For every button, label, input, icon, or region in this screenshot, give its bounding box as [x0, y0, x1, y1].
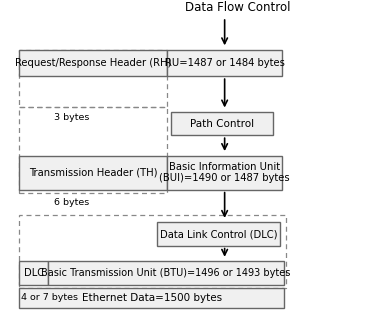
Bar [19, 288, 284, 308]
Bar [48, 261, 284, 285]
Bar [167, 50, 282, 76]
Bar [19, 107, 167, 193]
Bar [19, 215, 286, 288]
Text: Request/Response Header (RH): Request/Response Header (RH) [15, 58, 171, 68]
Text: Ethernet Data=1500 bytes: Ethernet Data=1500 bytes [82, 293, 222, 303]
Text: RU=1487 or 1484 bytes: RU=1487 or 1484 bytes [165, 58, 285, 68]
Text: 6 bytes: 6 bytes [54, 198, 89, 207]
Text: 3 bytes: 3 bytes [54, 113, 89, 122]
Bar [171, 112, 273, 135]
Bar [19, 50, 167, 107]
Text: Basic Transmission Unit (BTU)=1496 or 1493 bytes: Basic Transmission Unit (BTU)=1496 or 14… [41, 268, 291, 278]
Bar [157, 222, 280, 246]
Text: Transmission Header (TH): Transmission Header (TH) [29, 168, 157, 178]
Bar [19, 261, 48, 285]
Text: Path Control: Path Control [190, 118, 254, 129]
Bar [19, 156, 167, 190]
Text: Data Flow Control: Data Flow Control [185, 1, 291, 14]
Text: 4 or 7 bytes: 4 or 7 bytes [21, 293, 78, 302]
Text: Basic Information Unit
(BUI)=1490 or 1487 bytes: Basic Information Unit (BUI)=1490 or 148… [159, 162, 290, 183]
Bar [167, 156, 282, 190]
Text: Data Link Control (DLC): Data Link Control (DLC) [160, 229, 278, 239]
Text: DLC: DLC [23, 268, 44, 278]
Bar [19, 50, 167, 76]
